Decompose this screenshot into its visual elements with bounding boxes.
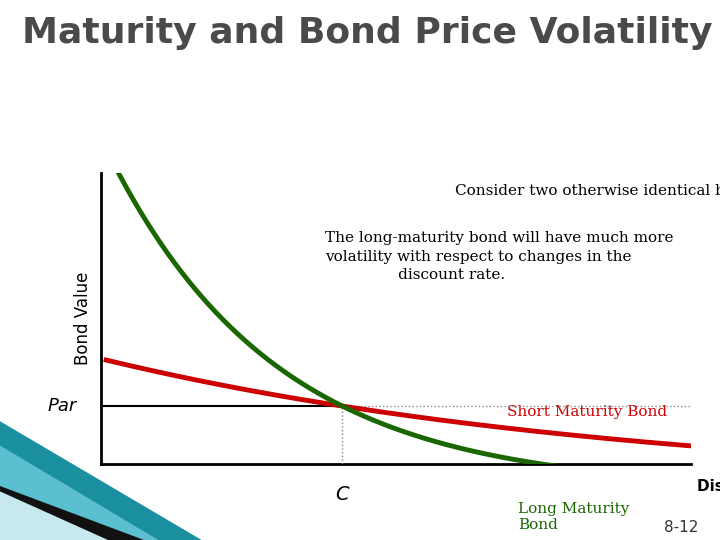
Text: C: C: [336, 485, 349, 504]
Text: Long Maturity
Bond: Long Maturity Bond: [518, 502, 630, 532]
Text: Par: Par: [48, 397, 77, 415]
Text: The long-maturity bond will have much more
volatility with respect to changes in: The long-maturity bond will have much mo…: [325, 231, 674, 282]
Text: 8-12: 8-12: [664, 519, 698, 535]
Text: Consider two otherwise identical bonds.: Consider two otherwise identical bonds.: [455, 185, 720, 199]
Text: Short Maturity Bond: Short Maturity Bond: [508, 405, 667, 419]
Text: Maturity and Bond Price Volatility: Maturity and Bond Price Volatility: [22, 16, 712, 50]
Y-axis label: Bond Value: Bond Value: [74, 272, 92, 365]
Text: Discount Rate: Discount Rate: [696, 480, 720, 495]
